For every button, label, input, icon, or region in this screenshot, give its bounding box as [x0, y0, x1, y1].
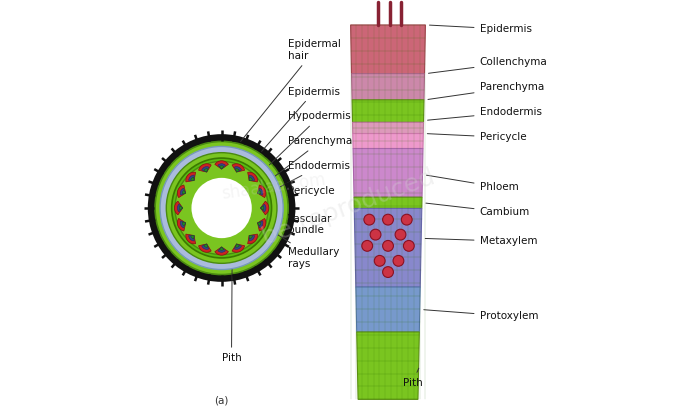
Circle shape	[374, 255, 385, 266]
Polygon shape	[352, 100, 424, 122]
Wedge shape	[217, 247, 225, 252]
Polygon shape	[354, 197, 422, 208]
Wedge shape	[199, 164, 211, 172]
Wedge shape	[191, 177, 194, 181]
Wedge shape	[215, 161, 229, 169]
Polygon shape	[356, 287, 420, 332]
Circle shape	[149, 135, 294, 281]
Wedge shape	[181, 221, 185, 228]
Text: shaalaa.com: shaalaa.com	[220, 171, 327, 203]
Wedge shape	[217, 163, 225, 169]
Wedge shape	[177, 204, 183, 212]
Wedge shape	[249, 175, 254, 181]
Circle shape	[383, 240, 393, 251]
Circle shape	[364, 214, 375, 225]
Text: Epidermis: Epidermis	[261, 87, 340, 151]
Wedge shape	[189, 235, 194, 241]
Circle shape	[383, 214, 393, 225]
Circle shape	[167, 153, 277, 263]
Wedge shape	[179, 206, 183, 210]
Wedge shape	[189, 175, 194, 181]
Wedge shape	[204, 169, 208, 172]
Polygon shape	[357, 332, 420, 399]
Wedge shape	[234, 167, 241, 172]
Wedge shape	[261, 201, 269, 215]
Wedge shape	[174, 201, 183, 215]
Text: Cambium: Cambium	[426, 203, 530, 217]
Wedge shape	[199, 244, 211, 252]
Polygon shape	[353, 134, 423, 149]
Text: Endodermis: Endodermis	[427, 107, 542, 120]
Text: Epidermal
hair: Epidermal hair	[240, 39, 341, 141]
Circle shape	[190, 177, 253, 239]
Circle shape	[175, 161, 268, 255]
Circle shape	[393, 255, 404, 266]
Text: Endodermis: Endodermis	[272, 161, 350, 191]
Text: Pericycle: Pericycle	[270, 186, 335, 203]
Wedge shape	[220, 247, 224, 250]
Text: Epidermis: Epidermis	[429, 24, 532, 34]
Polygon shape	[353, 122, 424, 134]
Text: Hypodermis: Hypodermis	[269, 111, 351, 165]
Text: Protoxylem: Protoxylem	[424, 310, 538, 321]
Wedge shape	[183, 190, 185, 194]
Text: (a): (a)	[215, 396, 229, 406]
Wedge shape	[201, 244, 209, 249]
Wedge shape	[247, 172, 257, 182]
Wedge shape	[177, 218, 185, 231]
Text: Collenchyma: Collenchyma	[429, 57, 547, 73]
Circle shape	[362, 240, 373, 251]
Wedge shape	[236, 169, 239, 172]
Text: Medullary
rays: Medullary rays	[257, 222, 339, 269]
Wedge shape	[249, 235, 252, 239]
Circle shape	[160, 146, 283, 270]
Wedge shape	[258, 218, 266, 231]
Wedge shape	[191, 235, 194, 239]
Wedge shape	[186, 234, 196, 244]
Circle shape	[404, 240, 414, 251]
Wedge shape	[181, 188, 185, 195]
Text: Pith: Pith	[222, 240, 241, 363]
Wedge shape	[258, 190, 261, 194]
Text: Pith: Pith	[403, 368, 422, 388]
Wedge shape	[232, 244, 245, 252]
Text: Phloem: Phloem	[427, 175, 519, 192]
Wedge shape	[258, 188, 263, 195]
Wedge shape	[201, 167, 209, 172]
Wedge shape	[258, 221, 263, 228]
Wedge shape	[247, 234, 257, 244]
Wedge shape	[261, 204, 266, 212]
Text: Parenchyma: Parenchyma	[428, 82, 544, 99]
Wedge shape	[215, 247, 229, 255]
Wedge shape	[232, 164, 245, 172]
Wedge shape	[261, 206, 264, 210]
Polygon shape	[354, 208, 422, 287]
Wedge shape	[186, 172, 196, 182]
Polygon shape	[351, 25, 425, 74]
Text: Metaxylem: Metaxylem	[425, 236, 537, 246]
Circle shape	[370, 229, 381, 240]
Circle shape	[395, 229, 406, 240]
Wedge shape	[258, 185, 266, 198]
Text: Vascular
bundle: Vascular bundle	[265, 214, 332, 235]
Wedge shape	[220, 166, 224, 169]
Polygon shape	[351, 74, 424, 100]
Wedge shape	[177, 185, 185, 198]
Circle shape	[383, 267, 393, 277]
Circle shape	[401, 214, 412, 225]
Circle shape	[171, 158, 272, 258]
Circle shape	[155, 141, 288, 275]
Wedge shape	[236, 244, 239, 247]
Text: Pericycle: Pericycle	[427, 132, 526, 142]
Wedge shape	[258, 222, 261, 226]
Wedge shape	[183, 222, 185, 226]
Text: Parenchyma: Parenchyma	[272, 136, 353, 178]
Text: be reproduced: be reproduced	[259, 166, 438, 250]
Wedge shape	[234, 244, 241, 249]
Wedge shape	[249, 235, 254, 241]
Wedge shape	[204, 244, 208, 247]
Wedge shape	[249, 177, 252, 181]
Polygon shape	[353, 149, 423, 197]
